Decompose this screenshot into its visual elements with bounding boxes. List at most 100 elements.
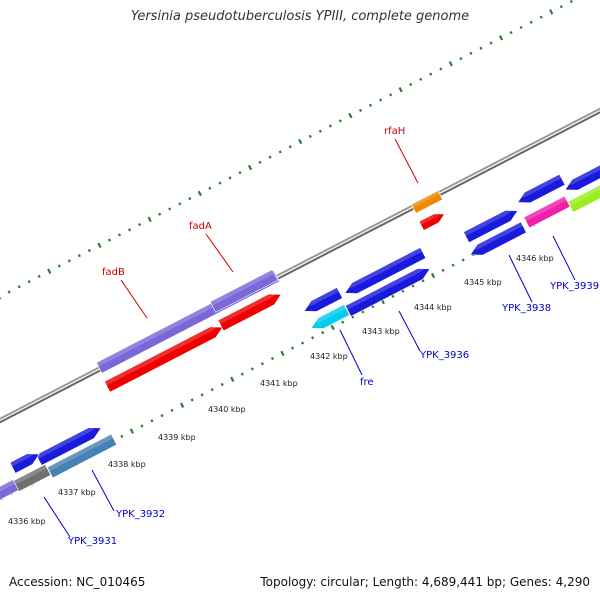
inner-grid-dot [260,362,264,366]
label-leader-line [43,496,71,538]
outer-grid-dot [298,138,303,145]
tick-label: 4344 kbp [414,303,452,312]
inner-grid-dot [441,268,445,272]
outer-grid-dot [569,0,573,4]
outer-grid-dot [519,25,523,30]
outer-grid-dot [208,186,212,190]
gene-arrow[interactable] [463,205,520,244]
inner-grid-dot [250,367,254,371]
outer-grid-dot [529,20,533,24]
outer-grid-dot [77,254,81,258]
tick-label: 4339 kbp [158,433,196,442]
topology-text: Topology: circular; Length: 4,689,441 bp… [260,575,590,589]
outer-grid-dot [278,150,282,154]
label-leader-line [552,235,576,281]
gene-fadA-red-arrow[interactable] [217,289,284,332]
gene-YPK_3932-arrow[interactable] [46,433,118,479]
outer-grid-dot [228,176,232,180]
outer-grid-dot [439,67,443,71]
tick-label: 4338 kbp [108,460,146,469]
gene-fadA-arrow[interactable] [209,269,279,313]
genome-backbone [0,107,600,420]
inner-grid-dot [341,320,345,324]
inner-grid-dot [401,289,405,293]
outer-grid-dot [509,31,513,35]
outer-grid-dot [288,145,292,149]
inner-grid-dot [290,346,295,350]
inner-grid-dot [240,372,244,376]
gene-label-YPK_3939: YPK_3939 [549,281,599,292]
label-leader-line [339,329,363,376]
inner-grid-dot [421,279,425,283]
outer-grid-dot [17,285,21,289]
gene-rfaH-red-arrow[interactable] [418,210,447,231]
inner-grid-dot [321,330,325,335]
outer-grid-dot [158,212,162,216]
outer-grid-dot [97,242,102,249]
inner-grid-dot [140,424,144,428]
outer-grid-dot [469,51,473,56]
gene-rfaH-arrow[interactable] [410,190,444,214]
outer-grid-dot [459,56,463,61]
tick-label: 4343 kbp [362,327,400,336]
outer-grid-dot [67,259,71,263]
tick-label: 4340 kbp [208,405,246,414]
gene-arrow[interactable] [562,158,600,195]
outer-grid-dot [559,5,563,9]
gene-label-YPK_3931: YPK_3931 [67,536,117,547]
outer-grid-dot [117,233,122,237]
gene-YPK_3931-arrow[interactable] [0,479,19,501]
gene-label-fadB: fadB [102,267,125,278]
gene-label-YPK_3932: YPK_3932 [115,509,165,520]
outer-grid-dot [419,77,423,81]
inner-grid-dot [311,336,315,340]
outer-grid-dot [7,290,11,294]
gene-YPK_3936-arrow[interactable] [344,264,432,317]
outer-grid-dot [138,222,142,227]
outer-grid-dot [549,9,554,15]
outer-grid-dot [308,134,312,138]
inner-grid-dot [371,305,375,309]
label-leader-line [205,233,234,273]
gene-arrow[interactable] [342,247,427,298]
gene-label-fre: fre [360,377,374,388]
label-leader-line [508,254,533,303]
label-leader-line [394,138,419,184]
tick-label: 4341 kbp [260,379,298,388]
label-leader-line [120,279,148,319]
outer-grid-dot [238,171,242,175]
gene-arrow[interactable] [35,423,104,466]
gene-arrow[interactable] [515,173,566,208]
outer-grid-dot [37,274,41,279]
gene-fadB-red-arrow[interactable] [104,322,225,393]
label-leader-line [91,469,115,512]
outer-grid-dot [378,98,383,102]
inner-grid-dot [461,258,465,262]
gene-arrow[interactable] [9,449,42,474]
gene-arrow[interactable] [567,181,600,213]
accession-text: Accession: NC_010465 [9,575,146,589]
outer-grid-dot [178,202,182,206]
outer-grid-dot [258,160,262,164]
outer-grid-dot [498,35,504,41]
inner-grid-dot [270,356,274,361]
inner-grid-dot [200,393,204,397]
outer-grid-dot [358,108,363,113]
gene-label-YPK_3936: YPK_3936 [419,350,469,361]
inner-grid-dot [230,376,235,383]
outer-grid-dot [218,181,222,185]
gene-YPK_3938-arrow[interactable] [468,221,527,260]
inner-grid-dot [351,315,355,319]
inner-grid-dot [391,294,395,298]
tick-label: 4342 kbp [310,352,348,361]
gene-fre-arrow[interactable] [308,304,350,333]
gene-label-rfaH: rfaH [384,126,405,137]
inner-grid-dot [170,408,174,413]
tick-label: 4336 kbp [8,517,46,526]
outer-grid-dot [368,103,373,107]
outer-grid-dot [197,190,202,197]
gene-arrow[interactable] [301,287,343,316]
inner-grid-dot [129,428,135,434]
inner-grid-dot [220,382,224,387]
